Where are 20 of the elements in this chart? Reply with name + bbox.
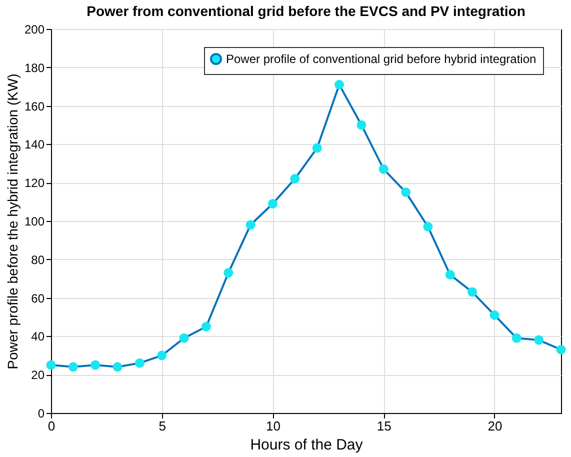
y-tick-label: 100 (24, 214, 45, 228)
y-axis-title: Power profile before the hybrid integration (KW) (4, 74, 20, 370)
x-tick-label: 5 (158, 418, 166, 434)
x-tick-label: 10 (266, 418, 280, 434)
y-tick-label: 40 (31, 330, 45, 344)
y-tick-label: 20 (31, 368, 45, 382)
x-axis-title: Hours of the Day (250, 436, 364, 454)
x-tick-label: 0 (48, 418, 56, 434)
chart-title: Power from conventional grid before the EVCS and PV integration (86, 3, 526, 19)
y-tick-label: 0 (38, 406, 45, 420)
y-tick-label: 60 (31, 291, 45, 306)
y-tick-label: 200 (24, 22, 45, 36)
y-tick-label: 80 (31, 252, 45, 267)
y-tick-label: 120 (24, 176, 45, 190)
legend-label: Power profile of conventional grid before hybrid integration (226, 52, 536, 66)
x-tick-label: 20 (488, 418, 502, 434)
y-tick-label: 140 (24, 138, 45, 152)
x-tick-label: 15 (376, 418, 392, 434)
y-tick-label: 180 (24, 60, 45, 75)
y-tick-label: 160 (24, 99, 45, 114)
